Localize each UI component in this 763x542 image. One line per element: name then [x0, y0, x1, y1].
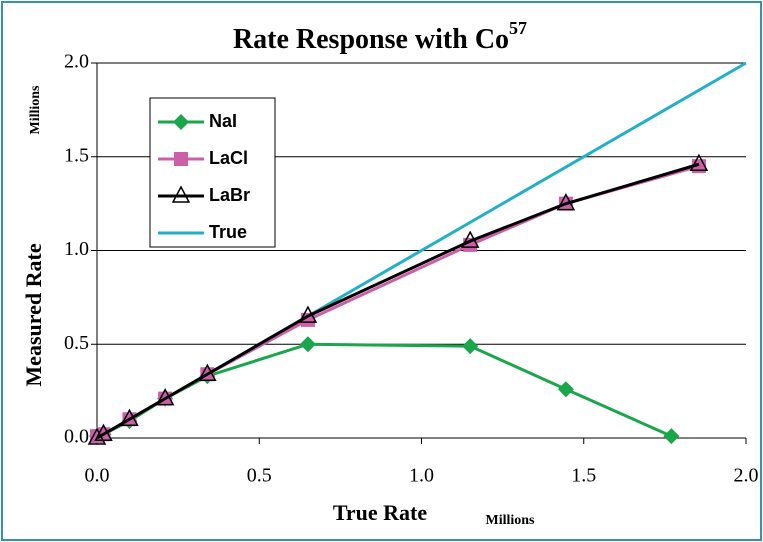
marker — [198, 363, 217, 381]
marker — [689, 153, 709, 171]
marker — [298, 305, 318, 323]
y-tick-label: 1.5 — [64, 144, 89, 166]
legend-label: LaBr — [209, 185, 250, 205]
y-tick-label: 0.5 — [64, 332, 89, 354]
y-axis-label: Measured Rate — [21, 243, 46, 386]
marker — [462, 338, 479, 355]
marker — [94, 423, 113, 441]
marker — [299, 336, 316, 353]
y-tick-label: 0.0 — [64, 426, 89, 448]
x-tick-label: 2.0 — [734, 465, 759, 487]
marker — [300, 312, 315, 327]
legend: NaI LaCl LaBr True — [149, 97, 276, 248]
y-tick-label: 1.0 — [64, 238, 89, 260]
series-line — [96, 162, 700, 440]
marker — [120, 408, 139, 426]
marker — [171, 185, 191, 203]
marker — [460, 230, 480, 248]
legend-label: NaI — [209, 111, 237, 131]
marker — [173, 114, 189, 130]
title-text: Rate Response with Co — [233, 24, 509, 55]
x-axis-label: True Rate — [333, 500, 428, 525]
x-tick-label: 1.5 — [571, 465, 596, 487]
x-tick-label: 0.0 — [85, 465, 110, 487]
marker — [155, 388, 175, 406]
x-tick-label: 0.5 — [247, 465, 272, 487]
x-unit: Millions — [485, 513, 535, 528]
y-unit: Millions — [28, 85, 43, 135]
marker — [174, 152, 188, 166]
legend-label: LaCl — [209, 148, 248, 168]
marker — [556, 193, 576, 211]
marker — [663, 428, 680, 445]
title-superscript: 57 — [509, 18, 527, 38]
legend-label: True — [209, 222, 247, 242]
series-line — [96, 342, 672, 438]
x-tick-label: 1.0 — [409, 465, 434, 487]
y-tick-label: 2.0 — [64, 51, 89, 73]
marker — [87, 427, 107, 445]
chart-title: Rate Response with Co57 — [233, 18, 527, 55]
marker — [557, 381, 574, 398]
